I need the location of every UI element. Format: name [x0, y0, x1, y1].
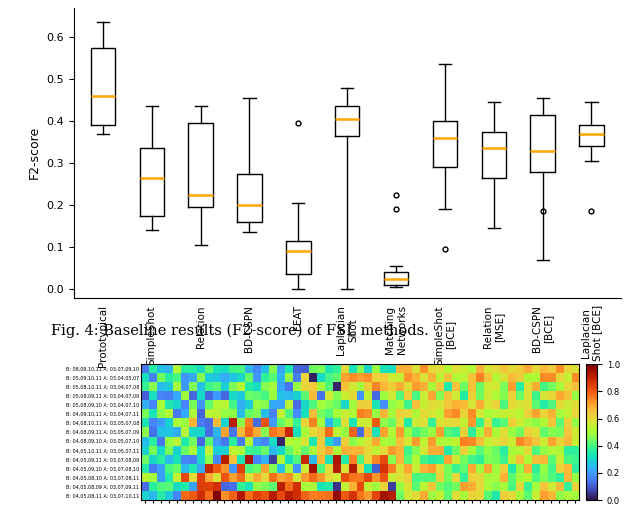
Y-axis label: F2-score: F2-score — [28, 126, 40, 179]
Text: Fig. 4: Baseline results (F2-score) of FSL methods.: Fig. 4: Baseline results (F2-score) of F… — [51, 324, 429, 338]
